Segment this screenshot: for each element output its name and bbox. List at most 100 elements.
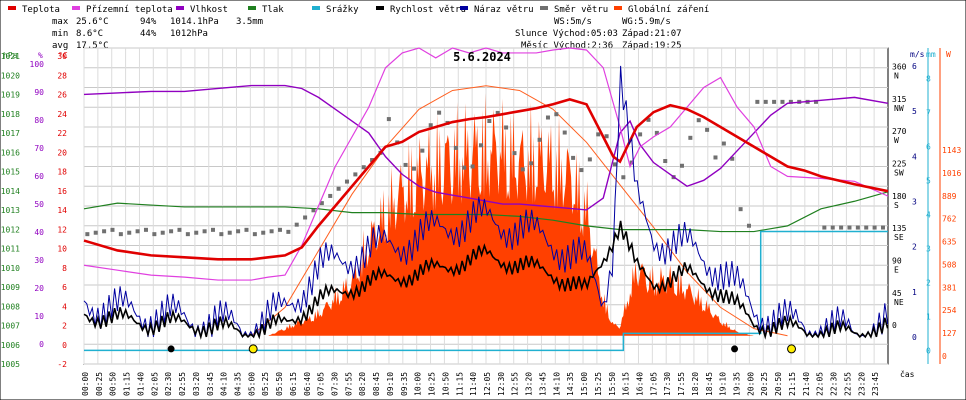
tick-label-time: 17:55 (677, 372, 686, 396)
legend-label: Rychlost větru (390, 5, 466, 15)
moonrise-marker (167, 345, 175, 353)
axis-unit-rain: mm (926, 50, 936, 59)
series-wind-direction-point (654, 130, 659, 135)
tick-label-temp: 28 (57, 71, 67, 80)
tick-label-time: 19:35 (733, 372, 742, 396)
sunrise-marker (248, 344, 258, 354)
tick-label-time: 06:15 (289, 372, 298, 396)
tick-label-temp: -2 (57, 360, 67, 369)
axis-unit-time: čas (900, 369, 915, 379)
tick-label-time: 10:50 (441, 372, 450, 396)
axis-unit-radiation: W (946, 50, 951, 59)
series-wind-direction-point (512, 151, 517, 156)
legend: Teplota Přízemní teplota Vlhkost Tlak Srážky… (8, 5, 709, 15)
tick-label-time: 07:55 (344, 372, 353, 396)
tick-label-time: 20:25 (760, 372, 769, 396)
series-wind-direction-point (437, 110, 442, 115)
tick-label-time: 13:20 (525, 372, 534, 396)
tick-label-humidity: 0 (39, 340, 44, 349)
series-wind-direction-point (219, 232, 224, 237)
series-wind-direction-point (880, 225, 885, 230)
legend-swatch (376, 6, 384, 10)
series-wind-direction-point (537, 137, 542, 142)
tick-label-hpa: 1011 (1, 245, 20, 254)
series-wind-direction-point (571, 155, 576, 160)
series-wind-direction-point (579, 168, 584, 173)
tick-label-time: 21:40 (802, 372, 811, 396)
legend-label: Vlhkost (190, 5, 228, 15)
series-rain (84, 230, 888, 352)
legend-label: Směr větru (554, 5, 608, 15)
info-moonset: Západ:19:25 (622, 41, 682, 51)
tick-label-wind: 1 (912, 288, 917, 297)
series-wind-direction-point (847, 225, 852, 230)
series-wind (83, 220, 889, 340)
legend-swatch (248, 6, 256, 10)
series-wind-direction-point (160, 230, 165, 235)
legend-swatch (460, 6, 468, 10)
tick-label-humidity: 40 (34, 228, 44, 237)
series-radiation-clearsky (251, 85, 788, 337)
tick-label-time: 05:50 (275, 372, 284, 396)
tick-label-temp: 6 (62, 283, 67, 292)
tick-label-time: 04:35 (233, 372, 242, 396)
moonset-marker (731, 345, 739, 353)
series-wind-direction-point (788, 99, 793, 104)
tick-label-time: 02:30 (164, 372, 173, 396)
stat-temp: 8.6°C (76, 29, 103, 39)
tick-label-time: 15:50 (608, 372, 617, 396)
tick-label-time: 06:40 (303, 372, 312, 396)
series-wind-direction-point (830, 225, 835, 230)
tick-label-radiation: 1143 (942, 146, 961, 155)
tick-label-time: 10:00 (414, 372, 423, 396)
tick-label-radiation: 0 (942, 352, 947, 361)
series-wind-direction-point (663, 159, 668, 164)
series-wind-direction-point (813, 99, 818, 104)
series-wind-direction-point (705, 127, 710, 132)
axis-unit-humidity: % (38, 51, 43, 60)
info-wg: WG:5.9m/s (622, 17, 671, 27)
series-wind-direction-point (319, 201, 324, 206)
tick-label-direction: 90 (892, 256, 902, 265)
legend-swatch (8, 6, 16, 10)
series-wind-direction-point (763, 99, 768, 104)
series-wind-direction-point (411, 166, 416, 171)
series-wind-direction-point (202, 229, 207, 234)
tick-label-time: 08:45 (372, 372, 381, 396)
tick-label-time: 16:15 (622, 372, 631, 396)
series-wind-direction-point (344, 179, 349, 184)
tick-label-hpa: 1014 (1, 187, 20, 196)
series-wind-direction-point (562, 130, 567, 135)
info-ws: WS:5m/s (554, 17, 592, 27)
series-wind-direction-point (596, 132, 601, 137)
series-wind-direction-point (336, 186, 341, 191)
series-wind-direction-point (261, 230, 266, 235)
series-wind-direction-point (462, 165, 467, 170)
tick-label-direction: 45 (892, 289, 902, 298)
tick-label-humidity: 100 (30, 60, 45, 69)
tick-label-direction-name: N (894, 72, 899, 81)
series-wind-direction-point (277, 227, 282, 232)
tick-label-time: 18:20 (691, 372, 700, 396)
tick-label-radiation: 762 (942, 215, 957, 224)
tick-label-temp: 2 (62, 322, 67, 331)
tick-label-time: 05:25 (261, 372, 270, 396)
series-wind-direction-point (604, 134, 609, 139)
series-wind-direction-point (311, 208, 316, 213)
axis-unit-temp: °C (58, 51, 68, 60)
tick-label-temp: 10 (57, 245, 67, 254)
series-wind-direction-point (504, 125, 509, 130)
tick-label-hpa: 1020 (1, 71, 20, 80)
tick-label-wind: 5 (912, 107, 917, 116)
series-pressure (83, 191, 889, 233)
tick-label-hpa: 1008 (1, 302, 20, 311)
series-temperature (83, 97, 889, 261)
tick-label-wind: 3 (912, 197, 917, 206)
series-wind-direction-point (185, 232, 190, 237)
tick-label-temp: 30 (57, 52, 67, 61)
series-wind-direction-point (386, 117, 391, 122)
series-wind-direction-point (721, 141, 726, 146)
series-wind-direction-point (403, 162, 408, 167)
series-wind-direction-point (135, 229, 140, 234)
series-gust (83, 65, 889, 339)
